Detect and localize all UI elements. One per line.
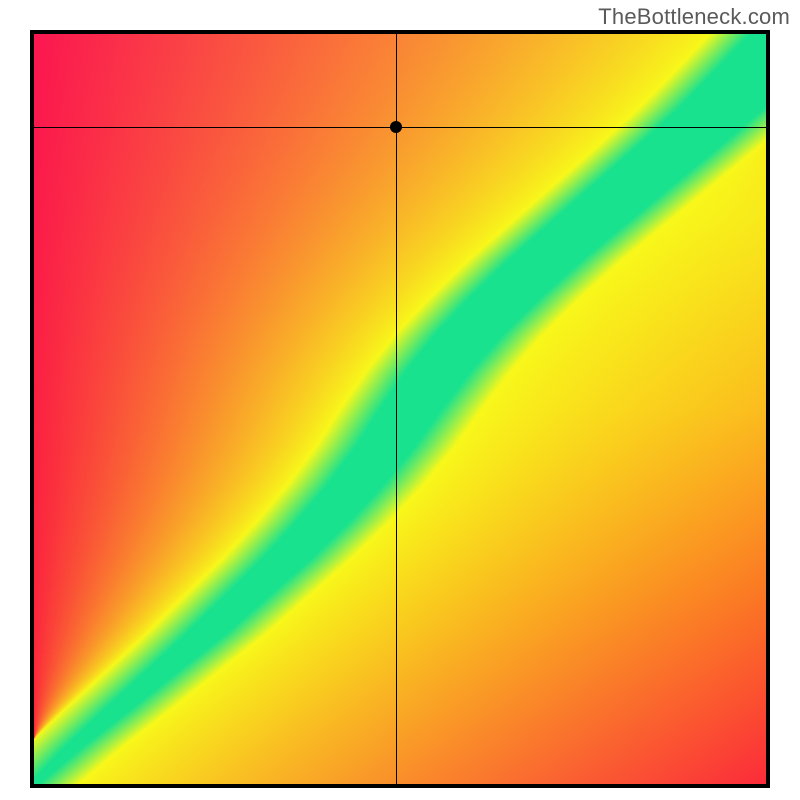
watermark-label: TheBottleneck.com bbox=[598, 4, 790, 30]
heatmap-canvas bbox=[34, 34, 766, 784]
chart-container: TheBottleneck.com bbox=[0, 0, 800, 800]
plot-area bbox=[34, 34, 766, 784]
crosshair-vertical bbox=[396, 34, 397, 784]
crosshair-marker bbox=[390, 121, 402, 133]
plot-frame bbox=[30, 30, 770, 788]
